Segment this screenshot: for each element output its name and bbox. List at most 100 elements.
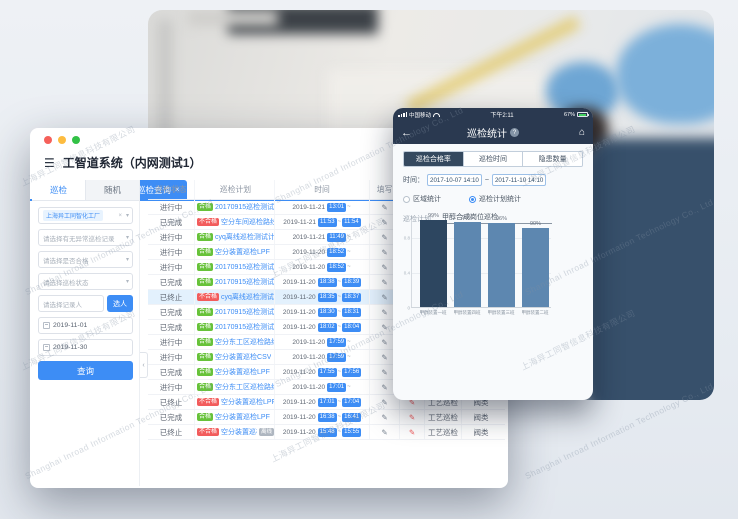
- plan-link[interactable]: 20170915巡检测试: [215, 309, 274, 316]
- plan-link[interactable]: 空分装置巡检LPF: [215, 414, 270, 421]
- caret-down-icon: ▾: [125, 235, 129, 241]
- header-plan: 巡检计划: [195, 180, 275, 199]
- row-status: 进行中: [148, 350, 195, 364]
- edit-pencil-icon[interactable]: ✎: [381, 247, 388, 257]
- select-abnormal-record[interactable]: 请选择有无异常巡检记录 ▾: [38, 229, 133, 246]
- y-tick-label: 0: [407, 305, 410, 311]
- time-from-input[interactable]: 2017-10-07 14:10: [427, 174, 482, 186]
- plan-link[interactable]: 20170915巡检测试: [215, 279, 274, 286]
- red-pencil-icon[interactable]: ✎: [408, 427, 416, 437]
- plan-link[interactable]: 20170915巡检测试: [215, 264, 274, 271]
- tab-hazard-count[interactable]: 隐患数量: [523, 152, 582, 166]
- row-time: 2019-11-21 11:49 ~: [275, 230, 370, 244]
- date-start-input[interactable]: 2019-11-01: [38, 317, 133, 334]
- sidebar-collapse-handle[interactable]: ‹: [140, 352, 148, 378]
- search-button[interactable]: 查询: [38, 361, 133, 380]
- edit-pencil-icon[interactable]: ✎: [381, 232, 388, 242]
- bar-甲醇装置二班[interactable]: 90%: [522, 221, 549, 307]
- select-status[interactable]: 请选择巡检状态 ▾: [38, 273, 133, 290]
- time-to-input[interactable]: 2017-11-10 14:10: [491, 174, 547, 186]
- end-time-chip: 11:54: [342, 217, 361, 227]
- row-time: 2019-11-20 16:38 ~16:41: [275, 410, 370, 424]
- select-qualified[interactable]: 请选择是否合格 ▾: [38, 251, 133, 268]
- plan-link[interactable]: 空分装置巡检LPF: [221, 399, 274, 406]
- pick-person-button[interactable]: 选人: [107, 295, 133, 312]
- red-pencil-icon[interactable]: ✎: [408, 397, 416, 407]
- edit-pencil-icon[interactable]: ✎: [381, 397, 388, 407]
- row-status: 已完成: [148, 215, 195, 229]
- edit-pencil-icon[interactable]: ✎: [381, 412, 388, 422]
- edit-pencil-icon[interactable]: ✎: [381, 337, 388, 347]
- plan-link[interactable]: 20170915巡检测试: [215, 204, 274, 211]
- close-icon[interactable]: ×: [175, 185, 180, 194]
- table-row[interactable]: 已完成 合格 空分装置巡检LPF 2019-11-20 16:38 ~16:41 ✎ ✎ 工艺巡…: [148, 410, 505, 425]
- plan-link[interactable]: 空分装置巡检LPF: [215, 249, 270, 256]
- edit-pencil-icon[interactable]: ✎: [381, 307, 388, 317]
- org-multiselect[interactable]: 上海异工同智化工厂 × ▾: [38, 207, 133, 224]
- app-header: ☰ 工智道系统（内网测试1）: [30, 152, 508, 177]
- signal-icon: [398, 112, 407, 117]
- edit-pencil-icon[interactable]: ✎: [381, 202, 388, 212]
- edit-pencil-icon[interactable]: ✎: [381, 277, 388, 287]
- recorder-input[interactable]: 请选择记录人: [38, 295, 104, 312]
- row-status: 已完成: [148, 365, 195, 379]
- date-end-input[interactable]: 2019-11-30: [38, 339, 133, 356]
- org-tag[interactable]: 上海异工同智化工厂: [43, 210, 104, 221]
- help-icon[interactable]: ?: [510, 128, 519, 137]
- row-status: 已完成: [148, 305, 195, 319]
- start-time-chip: 18:30: [317, 307, 337, 317]
- edit-pencil-icon[interactable]: ✎: [381, 367, 388, 377]
- gridline: [412, 237, 551, 239]
- row-time: 2019-11-20 18:02 ~18:04: [275, 320, 370, 334]
- home-icon[interactable]: ⌂: [578, 127, 585, 138]
- bar-甲醇装置一班[interactable]: 99%: [420, 213, 447, 307]
- sidebar-tab-inspection[interactable]: 巡检: [32, 180, 86, 200]
- plan-link[interactable]: 空分装置巡检LPF: [221, 429, 257, 436]
- row-plan: 合格 空分装置巡检LPF: [195, 410, 275, 424]
- tab-pass-rate[interactable]: 巡检合格率: [404, 152, 464, 166]
- plan-link[interactable]: 空分东工区巡检路线: [215, 339, 274, 346]
- radio-region-stats[interactable]: 区域统计: [403, 194, 441, 204]
- row-plan: 合格 空分东工区巡检路线: [195, 335, 275, 349]
- back-arrow-icon[interactable]: ←: [401, 126, 412, 139]
- edit-pencil-icon[interactable]: ✎: [381, 352, 388, 362]
- edit-pencil-icon[interactable]: ✎: [381, 322, 388, 332]
- row-time: 2019-11-20 17:01 ~: [275, 380, 370, 394]
- edit-pencil-icon[interactable]: ✎: [381, 292, 388, 302]
- clear-icon[interactable]: ×: [118, 212, 122, 219]
- edit-pencil-icon[interactable]: ✎: [381, 427, 388, 437]
- red-pencil-icon[interactable]: ✎: [408, 412, 416, 422]
- row-time: 2019-11-20 18:30 ~18:31: [275, 305, 370, 319]
- table-row[interactable]: 已终止 不合格 空分装置巡检LPF 2019-11-20 17:01 ~17:04 ✎ ✎ 工艺…: [148, 395, 505, 410]
- menu-icon[interactable]: ☰: [44, 155, 55, 170]
- row-type: 工艺巡检: [425, 410, 462, 424]
- plan-link[interactable]: cyq离线巡检测试计划: [215, 234, 274, 241]
- plan-link[interactable]: 空分车间巡检路线: [221, 219, 274, 226]
- qualified-tag: 合格: [197, 338, 214, 346]
- bar-value-label: 90%: [529, 220, 541, 227]
- edit-pencil-icon[interactable]: ✎: [381, 217, 388, 227]
- bar-甲醇装置四班[interactable]: 97%: [454, 215, 481, 307]
- plan-link[interactable]: 空分装置巡检CSV: [215, 354, 272, 361]
- sidebar-tab-random[interactable]: 随机: [86, 180, 139, 200]
- minimize-window-dot[interactable]: [58, 136, 66, 144]
- plan-link[interactable]: 空分东工区巡检路线: [215, 384, 274, 391]
- bar-甲醇装置三班[interactable]: 96%: [488, 216, 515, 307]
- close-window-dot[interactable]: [44, 136, 52, 144]
- radio-plan-stats[interactable]: 巡检计划统计: [469, 194, 521, 204]
- plan-link[interactable]: 空分装置巡检LPF: [215, 369, 270, 376]
- edit-pencil-icon[interactable]: ✎: [381, 262, 388, 272]
- plan-link[interactable]: 20170915巡检测试: [215, 324, 274, 331]
- maximize-window-dot[interactable]: [72, 136, 80, 144]
- caret-down-icon: ▾: [125, 279, 129, 285]
- plan-link[interactable]: cyq离线巡检测试计划: [221, 294, 274, 301]
- tab-inspection-time[interactable]: 巡检时间: [463, 152, 524, 166]
- bar-value-label: 96%: [495, 215, 507, 222]
- edit-pencil-icon[interactable]: ✎: [381, 382, 388, 392]
